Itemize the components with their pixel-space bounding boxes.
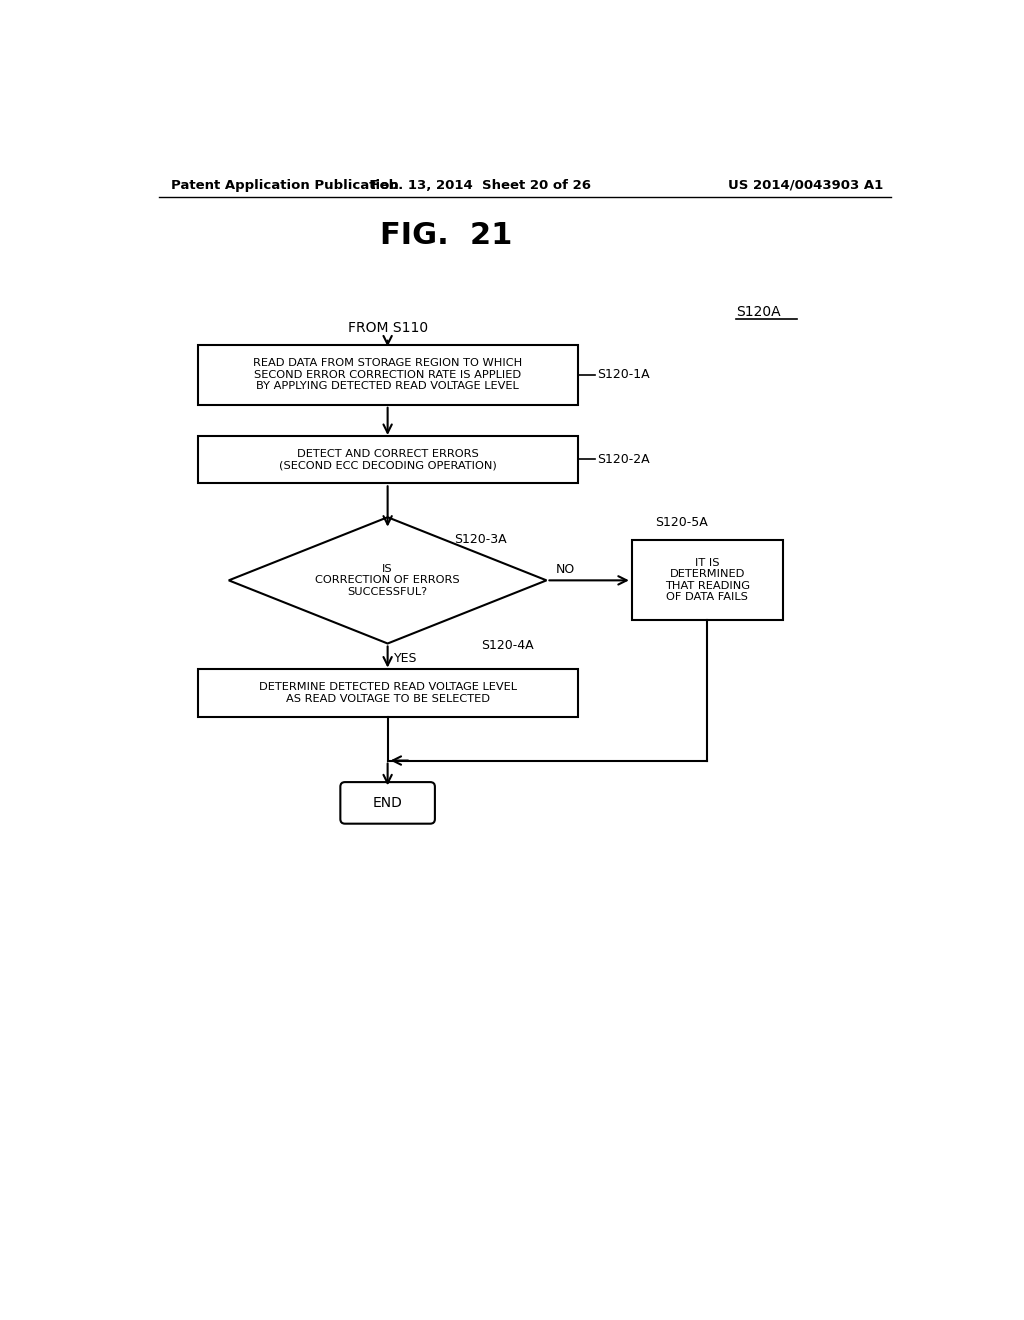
Text: S120A: S120A xyxy=(736,305,781,319)
Text: END: END xyxy=(373,796,402,810)
Text: IT IS
DETERMINED
THAT READING
OF DATA FAILS: IT IS DETERMINED THAT READING OF DATA FA… xyxy=(665,557,750,602)
Polygon shape xyxy=(228,517,547,644)
Text: US 2014/0043903 A1: US 2014/0043903 A1 xyxy=(728,178,884,191)
FancyBboxPatch shape xyxy=(198,436,578,483)
FancyBboxPatch shape xyxy=(632,540,783,620)
FancyBboxPatch shape xyxy=(198,345,578,405)
Text: Patent Application Publication: Patent Application Publication xyxy=(171,178,398,191)
Text: S120-2A: S120-2A xyxy=(597,453,649,466)
Text: IS
CORRECTION OF ERRORS
SUCCESSFUL?: IS CORRECTION OF ERRORS SUCCESSFUL? xyxy=(315,564,460,597)
FancyBboxPatch shape xyxy=(198,669,578,717)
Text: S120-1A: S120-1A xyxy=(597,368,649,381)
Text: FIG.  21: FIG. 21 xyxy=(380,220,512,249)
Text: S120-5A: S120-5A xyxy=(655,516,708,529)
Text: NO: NO xyxy=(556,564,575,576)
Text: S120-3A: S120-3A xyxy=(455,533,507,545)
Text: FROM S110: FROM S110 xyxy=(347,321,428,335)
Text: S120-4A: S120-4A xyxy=(480,639,534,652)
Text: READ DATA FROM STORAGE REGION TO WHICH
SECOND ERROR CORRECTION RATE IS APPLIED
B: READ DATA FROM STORAGE REGION TO WHICH S… xyxy=(253,358,522,391)
Text: DETECT AND CORRECT ERRORS
(SECOND ECC DECODING OPERATION): DETECT AND CORRECT ERRORS (SECOND ECC DE… xyxy=(279,449,497,470)
Text: Feb. 13, 2014  Sheet 20 of 26: Feb. 13, 2014 Sheet 20 of 26 xyxy=(371,178,591,191)
FancyBboxPatch shape xyxy=(340,781,435,824)
Text: DETERMINE DETECTED READ VOLTAGE LEVEL
AS READ VOLTAGE TO BE SELECTED: DETERMINE DETECTED READ VOLTAGE LEVEL AS… xyxy=(259,682,517,704)
Text: YES: YES xyxy=(394,652,418,665)
